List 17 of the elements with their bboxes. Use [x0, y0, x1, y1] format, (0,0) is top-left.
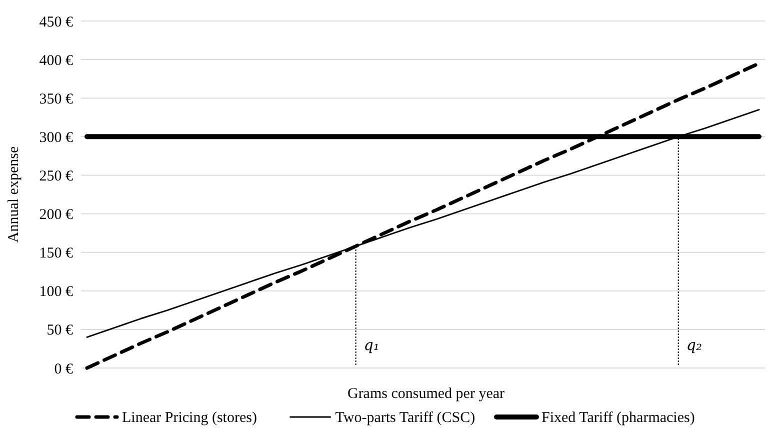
- legend-label: Fixed Tariff (pharmacies): [542, 410, 695, 426]
- y-tick-label: 400 €: [39, 52, 74, 69]
- legend-label: Two-parts Tariff (CSC): [335, 410, 476, 426]
- y-tick-label: 450 €: [39, 14, 74, 30]
- y-tick-label: 0 €: [54, 361, 74, 378]
- annotation: q₂: [686, 336, 702, 354]
- y-tick-label: 100 €: [39, 284, 74, 300]
- y-tick-label: 200 €: [39, 207, 74, 224]
- y-tick-label: 150 €: [39, 246, 74, 262]
- legend-label: Linear Pricing (stores): [122, 410, 257, 426]
- y-tick-label: 250 €: [39, 168, 74, 184]
- y-axis-title: Annual expense: [6, 146, 22, 243]
- y-tick-label: 50 €: [46, 322, 74, 339]
- y-tick-label: 300 €: [39, 130, 74, 146]
- y-tick-label: 350 €: [39, 91, 74, 108]
- x-axis-title: Grams consumed per year: [347, 386, 505, 402]
- annotation: q₁: [364, 336, 380, 354]
